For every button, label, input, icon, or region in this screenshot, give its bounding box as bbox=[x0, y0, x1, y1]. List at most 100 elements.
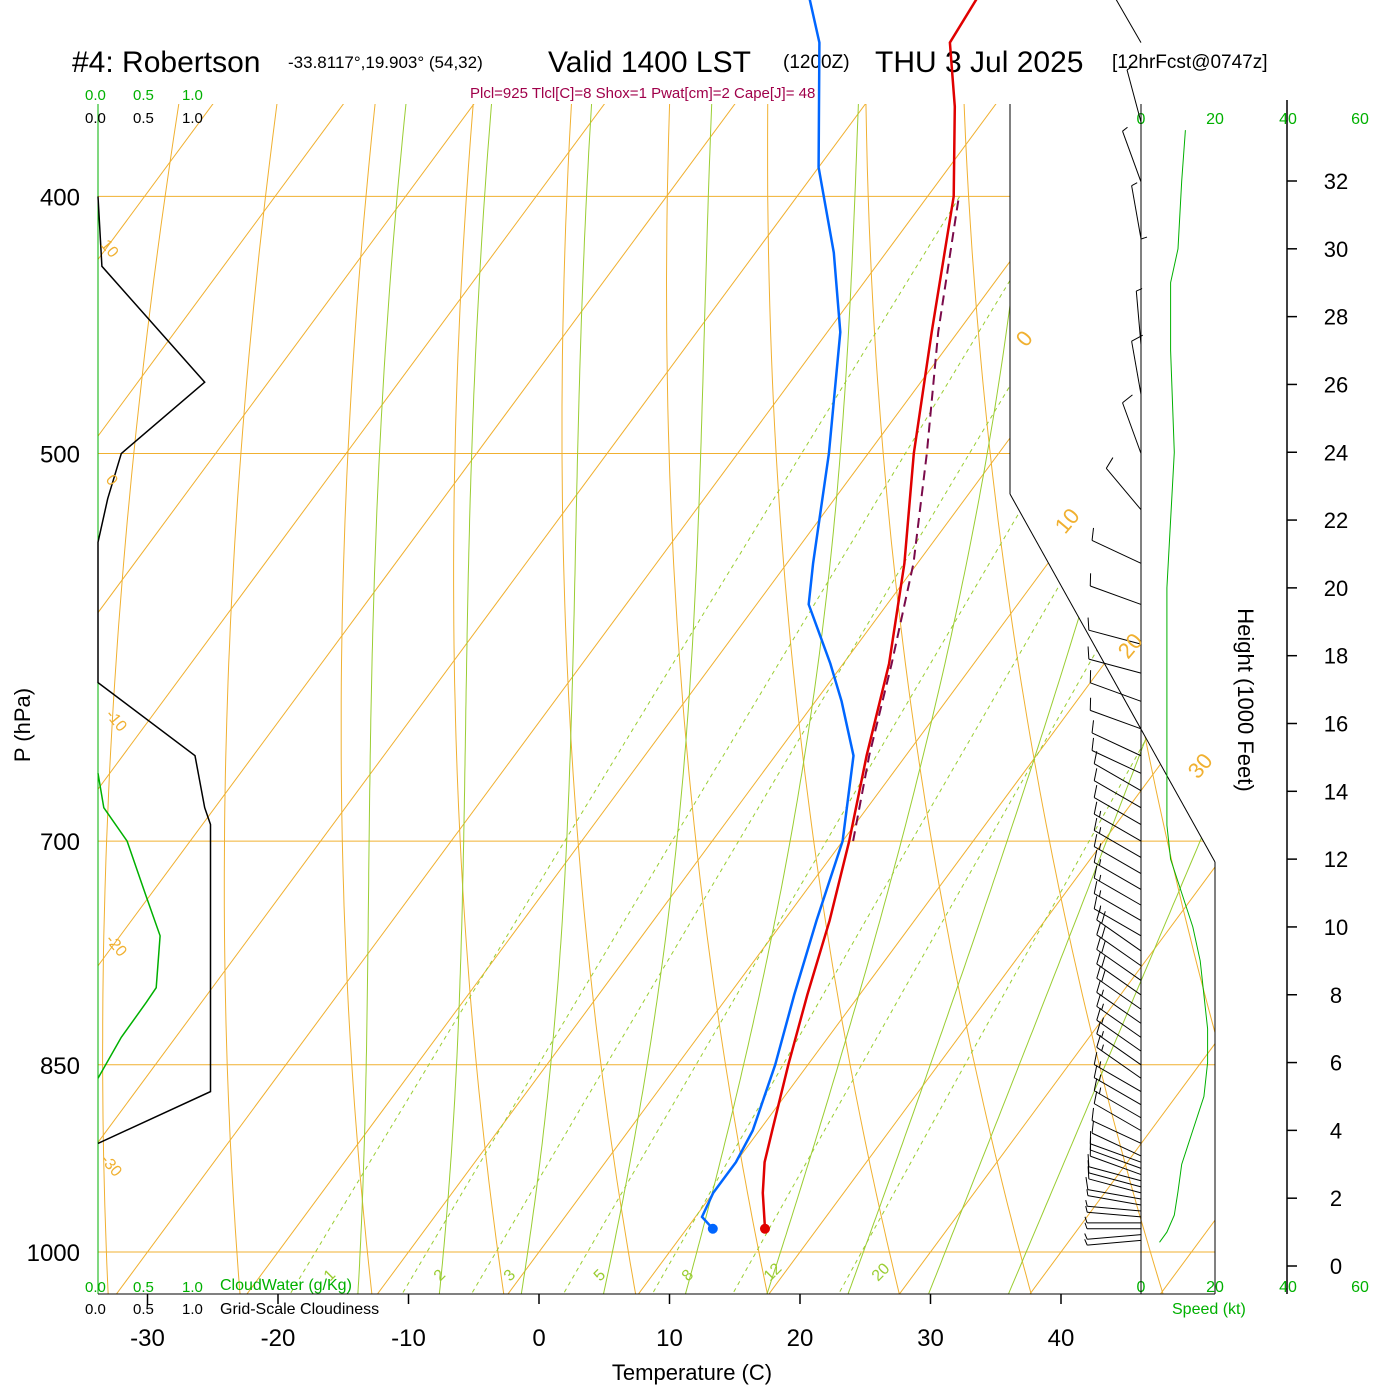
wind-barb bbox=[1090, 709, 1142, 730]
wind-barb bbox=[1090, 1149, 1142, 1169]
moist-adiabat bbox=[587, 104, 744, 1294]
wind-barb-flag bbox=[1096, 951, 1101, 965]
isotherm bbox=[1241, 0, 1400, 1362]
temperature-tick-label: 30 bbox=[917, 1325, 944, 1352]
isotherm bbox=[587, 104, 1215, 1294]
wind-barb-half bbox=[1098, 1061, 1102, 1068]
wind-barb bbox=[1096, 1005, 1142, 1038]
wind-barb-flag bbox=[1096, 1007, 1101, 1021]
wind-barb-flag bbox=[1101, 925, 1106, 939]
speed-axis-label: Speed (kt) bbox=[1172, 1301, 1246, 1318]
wind-speed-scales: 0 20 40 60 0 20 40 60 Speed (kt) bbox=[1137, 111, 1369, 1318]
wind-barb bbox=[1087, 1205, 1142, 1212]
height-tick-label: 32 bbox=[1324, 169, 1348, 194]
temperature-tick-label: 0 bbox=[532, 1325, 545, 1352]
cloud-water-bottom-tick-0: 0.0 bbox=[85, 1279, 106, 1296]
mixing-ratio-line bbox=[443, 196, 1125, 1294]
wind-barb-half bbox=[1122, 126, 1128, 132]
isotherm bbox=[98, 104, 841, 1294]
cloudiness-top-tick-0: 0.0 bbox=[85, 110, 106, 127]
surface-temperature-dot bbox=[759, 1223, 770, 1234]
wind-barb bbox=[1126, 69, 1142, 123]
wind-barb bbox=[1093, 1090, 1142, 1119]
wind-barb-flag bbox=[1093, 801, 1098, 815]
wind-barb-flag bbox=[1093, 865, 1098, 879]
wind-barb-flag bbox=[1101, 911, 1106, 924]
dry-adiabat bbox=[223, 104, 360, 1294]
wind-barb bbox=[1087, 1189, 1142, 1200]
x-axis-title: Temperature (C) bbox=[612, 1360, 772, 1385]
wind-barb bbox=[1096, 992, 1142, 1024]
wind-barb-flag bbox=[1101, 955, 1106, 968]
cloud-water-top-tick-1: 0.5 bbox=[133, 87, 154, 104]
wind-barb bbox=[1088, 629, 1142, 645]
axes: 1 2 3 5 8 12 200102030100-10-20-30024681012141… bbox=[27, 100, 1348, 1352]
wind-barb bbox=[1096, 949, 1142, 981]
wind-barb-half bbox=[1085, 1199, 1088, 1207]
wind-barb bbox=[1088, 1178, 1142, 1194]
wind-barb-half bbox=[1140, 236, 1148, 240]
cloud-water-top-tick-0: 0.0 bbox=[85, 87, 106, 104]
wind-barb-half bbox=[1101, 1031, 1104, 1038]
dry-adiabat bbox=[453, 104, 534, 1294]
dry-adiabat bbox=[102, 104, 274, 1294]
wind-barb bbox=[1090, 1143, 1142, 1163]
moist-adiabat bbox=[509, 104, 635, 1294]
pressure-tick-label: 500 bbox=[40, 441, 80, 468]
isotherm bbox=[98, 104, 972, 1294]
wind-barb bbox=[1096, 1033, 1142, 1066]
wind-barb-flag bbox=[1093, 896, 1098, 909]
left-isotherm-label: -30 bbox=[97, 1152, 125, 1181]
cloudiness-bottom-tick-0: 0.0 bbox=[85, 1301, 106, 1318]
cloud-water-bottom-tick-2: 1.0 bbox=[182, 1279, 203, 1296]
left-isotherm-label: -20 bbox=[102, 932, 130, 961]
wind-barb-half bbox=[1101, 1044, 1104, 1051]
height-tick-label: 14 bbox=[1324, 779, 1348, 804]
wind-barb-flag bbox=[1087, 646, 1090, 660]
wind-barb bbox=[1115, 0, 1142, 43]
wind-barb-flag bbox=[1093, 768, 1098, 781]
pressure-tick-label: 850 bbox=[40, 1053, 80, 1080]
wind-barb-flag bbox=[1093, 751, 1098, 764]
wind-barb bbox=[1088, 658, 1142, 674]
dry-adiabat bbox=[98, 104, 187, 1294]
wind-barb-half bbox=[1086, 1189, 1089, 1196]
wind-barb-half bbox=[1084, 1216, 1088, 1223]
wind-barb bbox=[1093, 1103, 1142, 1132]
moist-adiabat bbox=[666, 104, 881, 1294]
valid-time: Valid 1400 LST bbox=[548, 46, 751, 79]
pressure-tick-label: 700 bbox=[40, 829, 80, 856]
height-tick-label: 16 bbox=[1324, 712, 1348, 737]
wind-barb bbox=[1087, 1211, 1142, 1218]
wind-barb bbox=[1091, 750, 1142, 774]
wind-barb-half bbox=[1098, 843, 1102, 850]
isotherm-label: 0 bbox=[1011, 326, 1038, 351]
wind-barb-half bbox=[1084, 1222, 1088, 1229]
wind-barb-half bbox=[1131, 182, 1138, 187]
wind-barb-flag bbox=[1096, 937, 1101, 950]
dry-adiabat bbox=[340, 104, 447, 1294]
wind-barb-flag bbox=[1085, 1176, 1089, 1190]
wind-barb-flag bbox=[1093, 834, 1098, 847]
wind-barb-flag bbox=[1093, 1078, 1098, 1091]
moist-adiabat bbox=[431, 104, 545, 1294]
wind-barb bbox=[1093, 877, 1142, 906]
valid-date: THU 3 Jul 2025 bbox=[875, 46, 1083, 79]
pressure-tick-label: 1000 bbox=[27, 1240, 80, 1267]
wind-barb bbox=[1135, 291, 1142, 345]
isotherm bbox=[718, 104, 1215, 1294]
wind-barb bbox=[1091, 1132, 1142, 1157]
parcel-trace bbox=[852, 196, 960, 842]
wind-barb-half bbox=[1098, 827, 1102, 834]
wind-barb-flag bbox=[1093, 785, 1098, 798]
height-tick-label: 12 bbox=[1324, 847, 1348, 872]
wind-barb bbox=[1093, 797, 1142, 825]
bottom-left-scales: 0.0 0.5 1.0 CloudWater (g/Kg) 0.0 0.5 1.… bbox=[85, 1277, 379, 1318]
wind-barb bbox=[1131, 185, 1142, 239]
isotherm bbox=[326, 104, 1215, 1294]
wind-barb bbox=[1093, 780, 1142, 809]
dry-adiabat bbox=[665, 104, 783, 1294]
wind-barb-half bbox=[1101, 1017, 1104, 1024]
isotherm bbox=[98, 104, 1215, 1294]
